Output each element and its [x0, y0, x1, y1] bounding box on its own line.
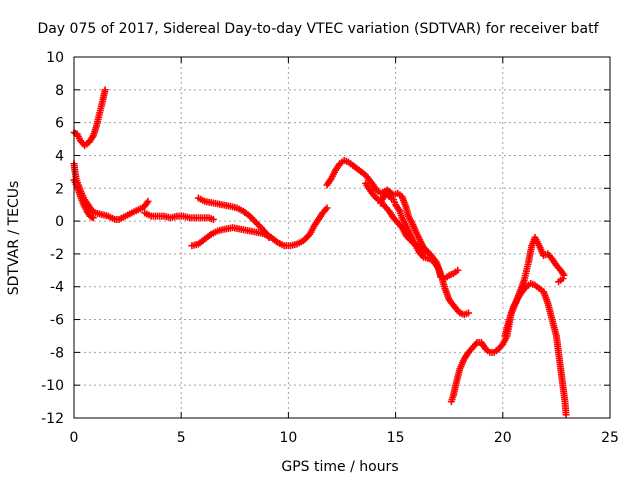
x-tick-label: 25	[601, 430, 619, 446]
grid-lines	[74, 57, 610, 418]
x-tick-label: 20	[494, 430, 512, 446]
data-point	[419, 250, 427, 258]
data-point	[101, 86, 109, 94]
y-tick-label: 4	[55, 148, 64, 164]
data-point	[559, 275, 567, 283]
axis-ticks	[73, 56, 611, 419]
x-tick-label: 5	[177, 430, 186, 446]
plot-frame	[73, 56, 611, 419]
tick-labels: 0 5 10 15 20 25 -12 -10 -8 -6 -4 -2 0 2 4 6 8 10	[41, 50, 619, 446]
data-point	[144, 197, 152, 205]
data-point	[464, 309, 472, 317]
y-tick-label: -4	[50, 280, 64, 296]
data-point	[89, 214, 97, 222]
x-tick-label: 10	[279, 430, 297, 446]
y-tick-label: -2	[50, 247, 64, 263]
data-point	[323, 204, 331, 212]
y-tick-label: -8	[50, 345, 64, 361]
y-tick-label: 8	[55, 83, 64, 99]
x-tick-label: 0	[70, 430, 79, 446]
x-axis-title: GPS time / hours	[281, 459, 398, 475]
x-tick-label: 15	[387, 430, 405, 446]
data-points	[70, 86, 570, 419]
chart-title: Day 075 of 2017, Sidereal Day-to-day VTE…	[37, 21, 599, 37]
y-tick-label: 0	[55, 214, 64, 230]
y-tick-label: -6	[50, 313, 64, 329]
y-tick-label: 10	[46, 50, 64, 66]
y-tick-label: 2	[55, 181, 64, 197]
y-tick-label: -12	[41, 411, 64, 427]
data-point	[454, 266, 462, 274]
data-point	[209, 215, 217, 223]
y-tick-label: -10	[41, 378, 64, 394]
data-point	[562, 411, 570, 419]
y-axis-title: SDTVAR / TECUs	[6, 181, 22, 296]
y-tick-label: 6	[55, 116, 64, 132]
data-point	[560, 271, 568, 279]
